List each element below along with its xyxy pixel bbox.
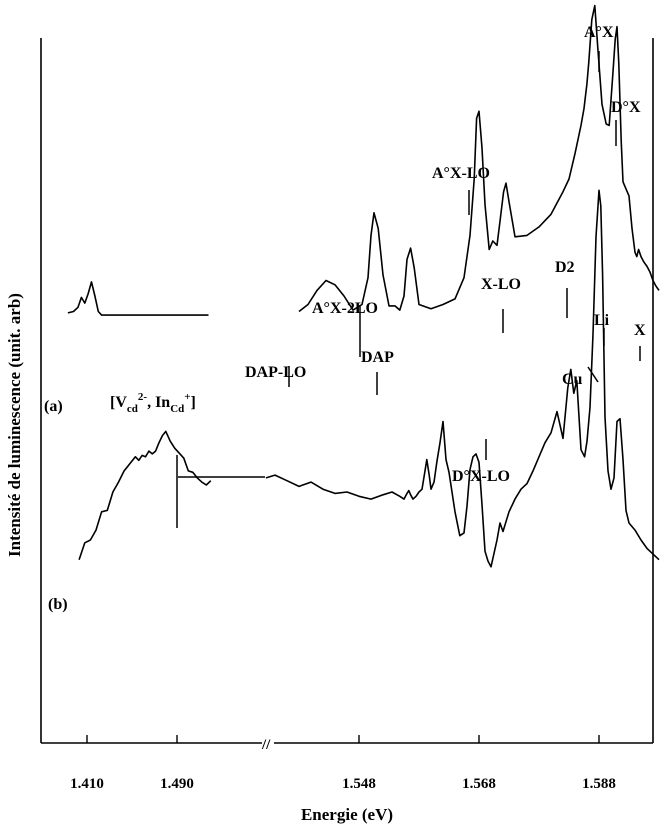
x-ticks: 1.410 1.490 1.548 1.568 1.588	[70, 735, 616, 792]
axis-break-symbol: //	[261, 737, 271, 753]
marker-cu	[587, 366, 599, 383]
label-dap-lo: DAP-LO	[245, 364, 306, 381]
label-dx: D°X	[611, 99, 641, 116]
label-cu: Cu	[562, 371, 583, 388]
series-b-line	[78, 189, 660, 568]
label-dx-lo: D°X-LO	[452, 468, 510, 485]
x-tick-label: 1.588	[582, 776, 616, 792]
label-complex: [Vcd2-, InCd+]	[110, 391, 196, 415]
series-a-line	[67, 4, 660, 316]
complex-part-sup2: +	[184, 391, 190, 403]
label-series-a: (a)	[44, 398, 63, 415]
y-axis-label: Intensité de luminescence (unit. arb)	[5, 293, 24, 557]
complex-part-sub1: cd	[127, 403, 138, 415]
label-series-b: (b)	[48, 596, 68, 613]
x-tick-label: 1.410	[70, 776, 104, 792]
complex-part-sub2: Cd	[170, 403, 184, 415]
x-tick-label: 1.568	[462, 776, 496, 792]
complex-part-end: ]	[191, 394, 196, 411]
complex-part-sup1: 2-	[138, 391, 148, 403]
x-tick-label: 1.490	[160, 776, 194, 792]
label-x: X	[634, 322, 646, 339]
label-x-lo: X-LO	[481, 276, 521, 293]
label-ax: A°X	[584, 24, 614, 41]
x-tick-label: 1.548	[342, 776, 376, 792]
complex-part-mid: , In	[147, 394, 170, 411]
label-dap: DAP	[361, 349, 394, 366]
label-ax-2lo: A°X-2LO	[312, 300, 378, 317]
x-axis-label: Energie (eV)	[301, 805, 393, 824]
label-ax-lo: A°X-LO	[432, 165, 490, 182]
label-li: Li	[594, 312, 610, 329]
label-d2: D2	[555, 259, 575, 276]
complex-part-main: [V	[110, 394, 127, 411]
